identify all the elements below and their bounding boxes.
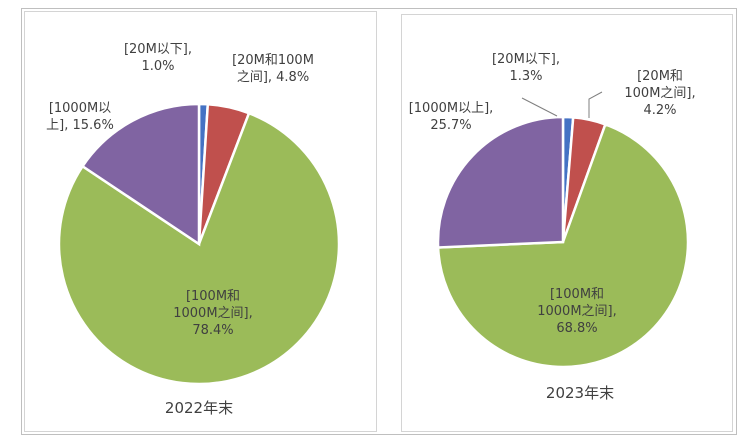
leader-line — [588, 91, 603, 118]
pie-chart-2022: [20M以下], 1.0% [20M和100M 之间], 4.8% [100M和 1000… — [46, 42, 341, 417]
figure-border — [21, 8, 737, 435]
data-label-20M以下: [20M以下], 1.0% — [124, 42, 192, 74]
data-label-100M和1000M之间: [100M和 1000M之间], 68.8% — [537, 287, 617, 336]
data-label-100M和1000M之间: [100M和 1000M之间], 78.4% — [173, 289, 253, 338]
pie-chart-2023: [20M以下], 1.3% [20M和 100M之间], 4.2% [100M和 1000M… — [409, 52, 696, 402]
data-label-20M和100M之间: [20M和100M 之间], 4.8% — [232, 53, 314, 85]
data-label-20M以下: [20M以下], 1.3% — [492, 52, 560, 84]
data-label-1000M以上: [1000M以上], 25.7% — [409, 101, 494, 133]
data-label-20M和100M之间: [20M和 100M之间], 4.2% — [624, 69, 695, 118]
pie-slice-100M和1000M之间 — [57, 111, 341, 386]
data-label-1000M以上: [1000M以上], 15.6% — [46, 101, 114, 133]
pie-slice-1000M以上 — [80, 102, 201, 247]
chart-caption: 2023年末 — [546, 384, 614, 402]
pie-slice-1000M以上 — [436, 115, 565, 249]
chart-caption: 2022年末 — [165, 399, 233, 417]
leader-line — [521, 97, 558, 117]
pie-slice-100M和1000M之间 — [436, 122, 690, 369]
